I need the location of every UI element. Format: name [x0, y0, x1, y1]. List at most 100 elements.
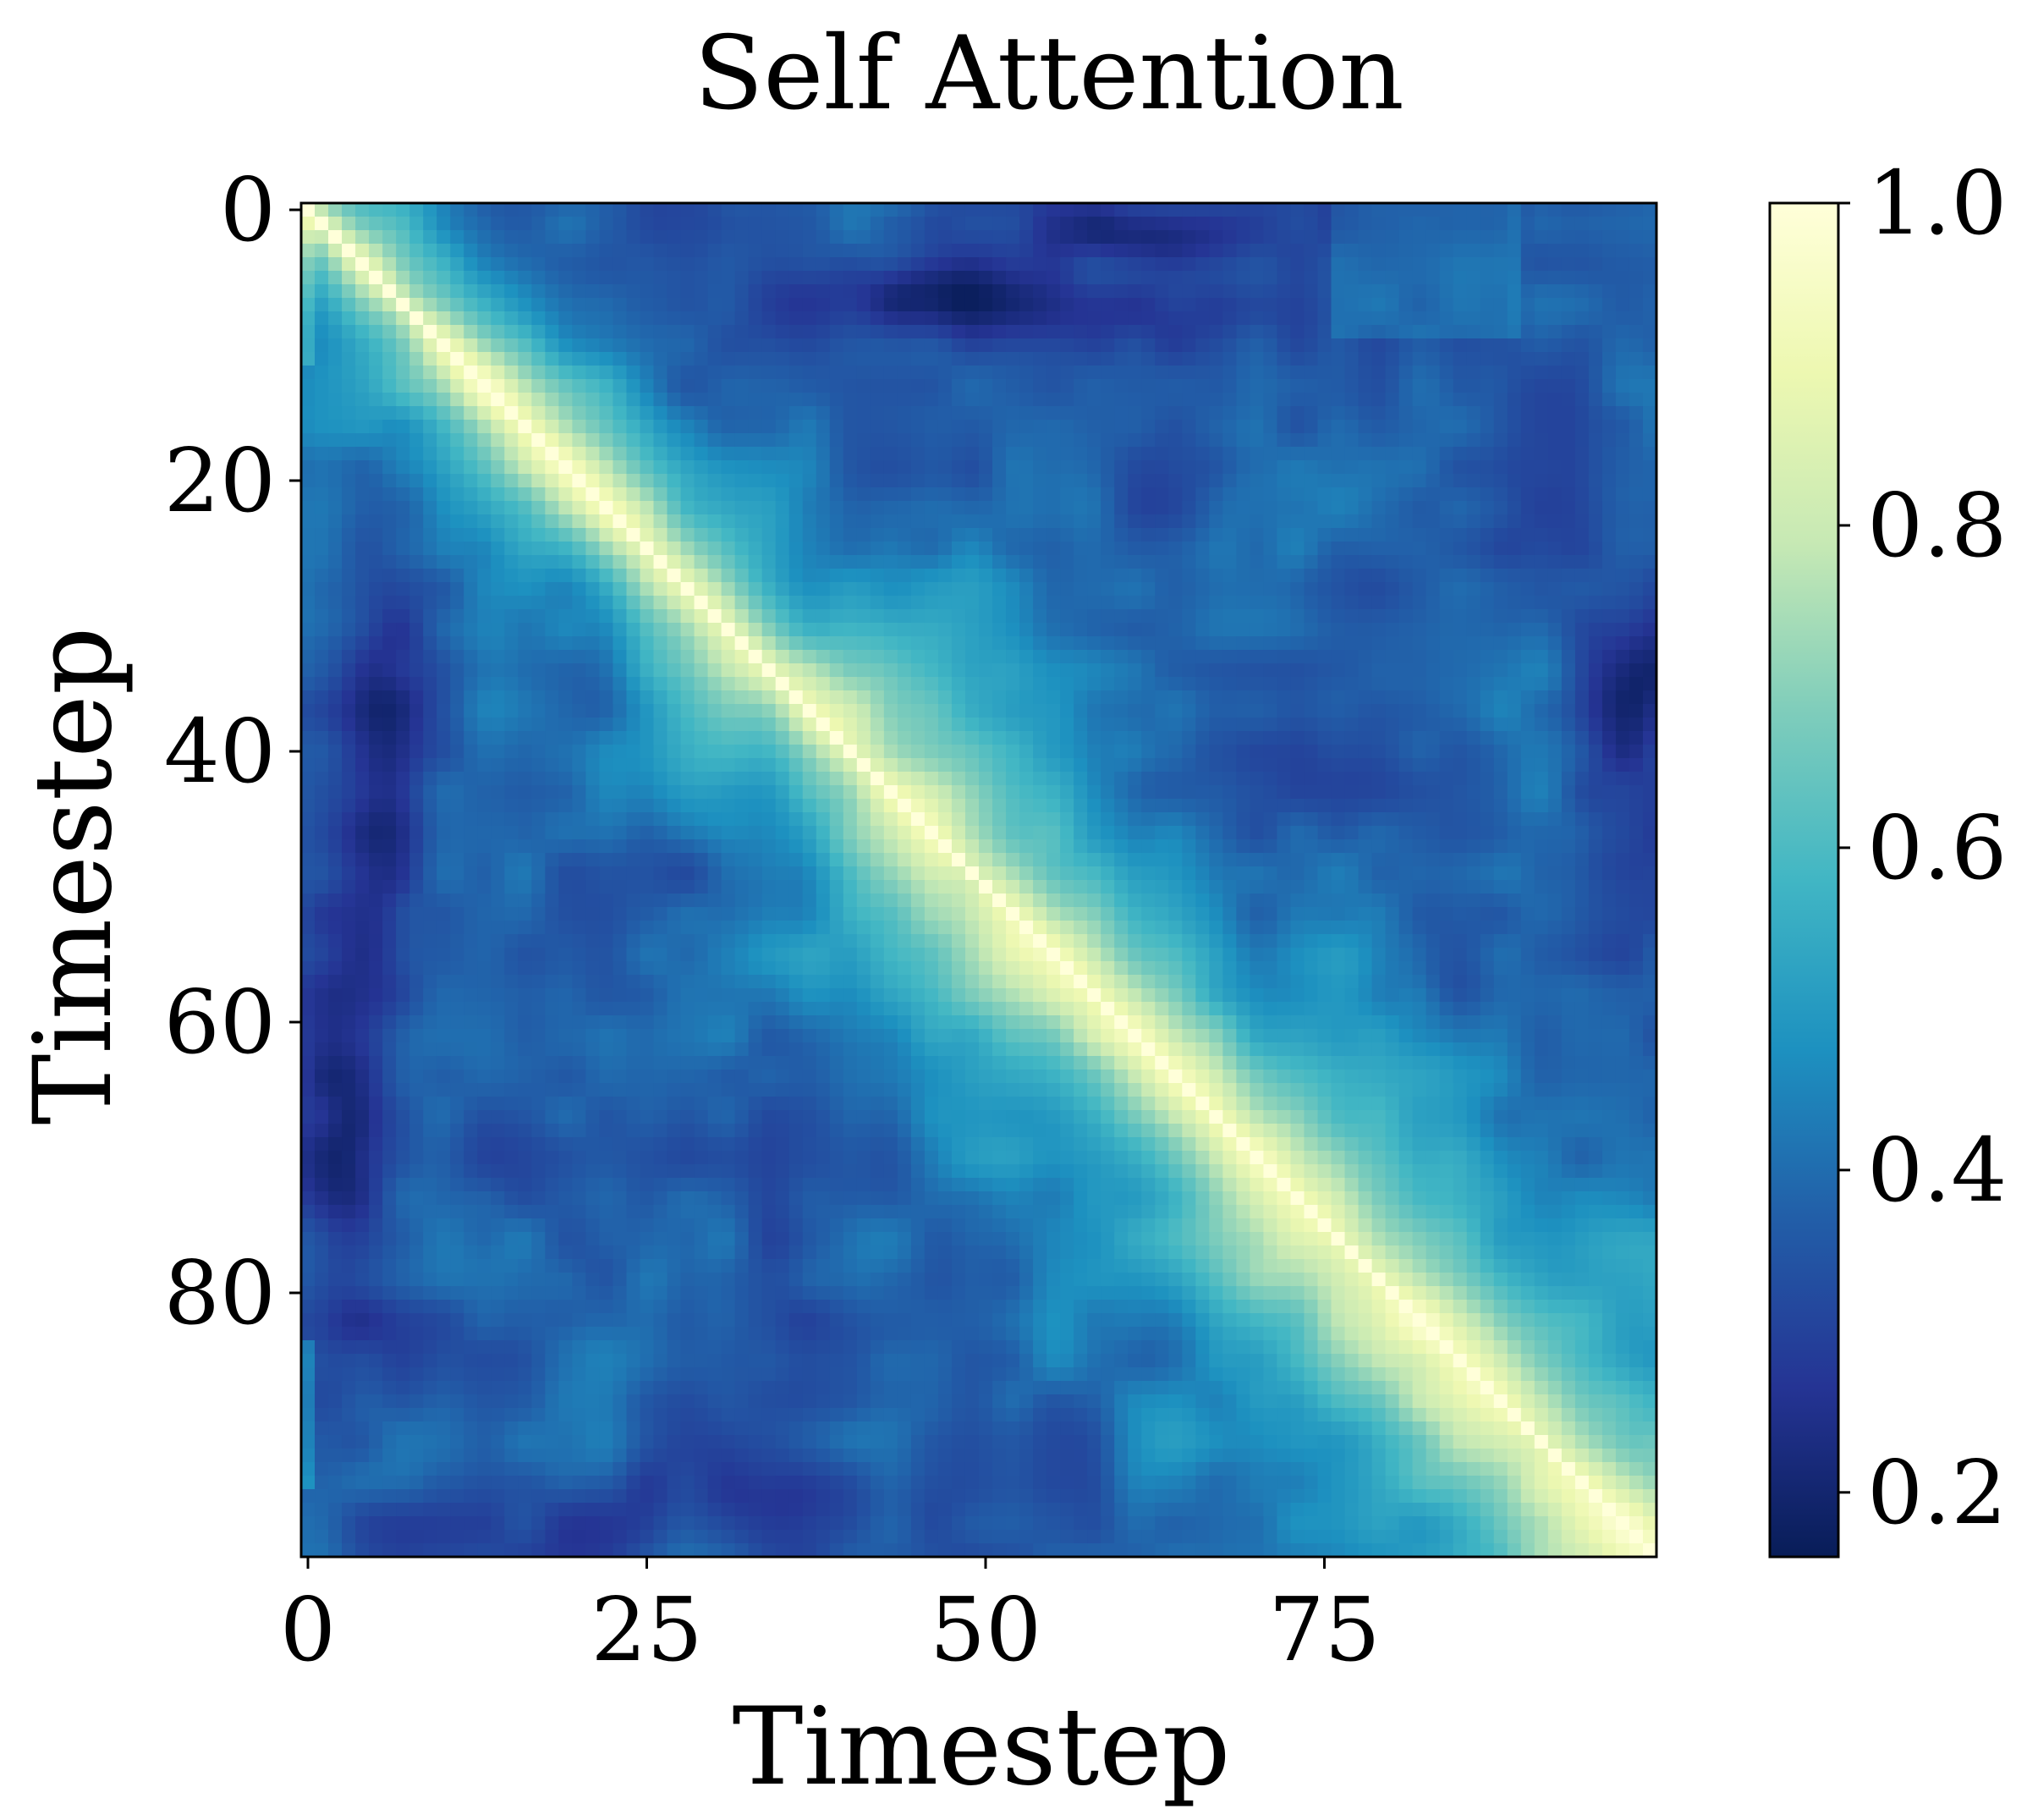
- heatmap-cell: [450, 690, 464, 705]
- heatmap-cell: [1331, 677, 1346, 691]
- heatmap-cell: [653, 257, 668, 272]
- heatmap-cell: [897, 352, 912, 366]
- heatmap-cell: [721, 257, 736, 272]
- heatmap-cell: [640, 772, 655, 786]
- heatmap-cell: [1263, 393, 1278, 407]
- heatmap-cell: [477, 393, 492, 407]
- heatmap-cell: [897, 217, 912, 231]
- heatmap-cell: [640, 718, 655, 732]
- heatmap-cell: [437, 230, 451, 245]
- heatmap-cell: [843, 406, 858, 421]
- heatmap-cell: [396, 487, 410, 502]
- heatmap-cell: [1046, 663, 1061, 678]
- heatmap-cell: [1629, 366, 1644, 380]
- heatmap-cell: [423, 785, 437, 800]
- heatmap-cell: [315, 609, 329, 624]
- heatmap-cell: [491, 772, 505, 786]
- heatmap-cell: [1101, 433, 1115, 448]
- heatmap-cell: [1534, 311, 1549, 326]
- heatmap-cell: [1046, 311, 1061, 326]
- heatmap-cell: [558, 826, 573, 840]
- heatmap-cell: [1168, 677, 1183, 691]
- heatmap-cell: [748, 447, 763, 461]
- heatmap-cell: [1331, 217, 1346, 231]
- heatmap-cell: [1453, 650, 1468, 664]
- heatmap-cell: [653, 677, 668, 691]
- heatmap-cell: [437, 325, 451, 339]
- heatmap-cell: [843, 217, 858, 231]
- heatmap-cell: [545, 460, 559, 475]
- heatmap-cell: [504, 325, 519, 339]
- heatmap-cell: [1304, 487, 1319, 502]
- heatmap-cell: [545, 528, 559, 542]
- heatmap-cell: [910, 663, 926, 678]
- heatmap-cell: [816, 352, 831, 366]
- heatmap-cell: [1615, 311, 1630, 326]
- heatmap-cell: [829, 325, 844, 339]
- heatmap-cell: [1141, 772, 1156, 786]
- heatmap-cell: [640, 542, 655, 556]
- heatmap-cell: [1534, 609, 1549, 624]
- heatmap-cell: [1155, 623, 1169, 637]
- heatmap-cell: [491, 623, 505, 637]
- heatmap-cell: [626, 866, 641, 881]
- heatmap-cell: [328, 623, 343, 637]
- heatmap-cell: [599, 257, 614, 272]
- heatmap-cell: [518, 609, 532, 624]
- heatmap-cell: [992, 325, 1007, 339]
- heatmap-cell: [1168, 487, 1183, 502]
- heatmap-cell: [937, 582, 953, 597]
- heatmap-cell: [979, 704, 993, 718]
- heatmap-cell: [1331, 433, 1346, 448]
- heatmap-cell: [653, 352, 668, 366]
- heatmap-cell: [464, 284, 478, 299]
- heatmap-cell: [1019, 271, 1034, 285]
- heatmap-cell: [1304, 812, 1319, 827]
- heatmap-cell: [910, 690, 926, 705]
- heatmap-cell: [1439, 230, 1454, 245]
- heatmap-cell: [856, 514, 871, 529]
- heatmap-cell: [1507, 663, 1522, 678]
- heatmap-cell: [1250, 690, 1265, 705]
- heatmap-cell: [531, 731, 546, 745]
- heatmap-cell: [409, 460, 424, 475]
- heatmap-cell: [612, 366, 628, 380]
- heatmap-cell: [342, 569, 356, 583]
- heatmap-cell: [1439, 311, 1454, 326]
- heatmap-cell: [1290, 420, 1305, 434]
- heatmap-cell: [761, 853, 777, 867]
- heatmap-cell: [518, 203, 532, 217]
- heatmap-cell: [788, 203, 804, 217]
- heatmap-cell: [883, 582, 898, 597]
- heatmap-cell: [816, 582, 831, 597]
- heatmap-cell: [748, 772, 763, 786]
- heatmap-cell: [1304, 555, 1319, 569]
- heatmap-cell: [1574, 433, 1590, 448]
- heatmap-cell: [1317, 690, 1332, 705]
- heatmap-cell: [1006, 474, 1020, 488]
- heatmap-cell: [1168, 406, 1183, 421]
- heatmap-cell: [734, 230, 750, 245]
- heatmap-cell: [1060, 690, 1074, 705]
- heatmap-cell: [531, 650, 546, 664]
- heatmap-cell: [1507, 514, 1522, 529]
- heatmap-cell: [1195, 284, 1210, 299]
- heatmap-cell: [369, 244, 383, 258]
- heatmap-cell: [748, 338, 763, 353]
- heatmap-cell: [761, 244, 777, 258]
- heatmap-cell: [1426, 542, 1441, 556]
- heatmap-cell: [1574, 420, 1590, 434]
- heatmap-cell: [721, 650, 736, 664]
- heatmap-cell: [1317, 487, 1332, 502]
- heatmap-cell: [1277, 826, 1292, 840]
- heatmap-cell: [1168, 569, 1183, 583]
- heatmap-cell: [843, 230, 858, 245]
- heatmap-cell: [626, 636, 641, 651]
- heatmap-cell: [1480, 528, 1495, 542]
- heatmap-cell: [531, 352, 546, 366]
- heatmap-cell: [1074, 772, 1088, 786]
- heatmap-cell: [802, 812, 817, 827]
- heatmap-cell: [1250, 284, 1265, 299]
- heatmap-cell: [1182, 609, 1196, 624]
- heatmap-cell: [315, 866, 329, 881]
